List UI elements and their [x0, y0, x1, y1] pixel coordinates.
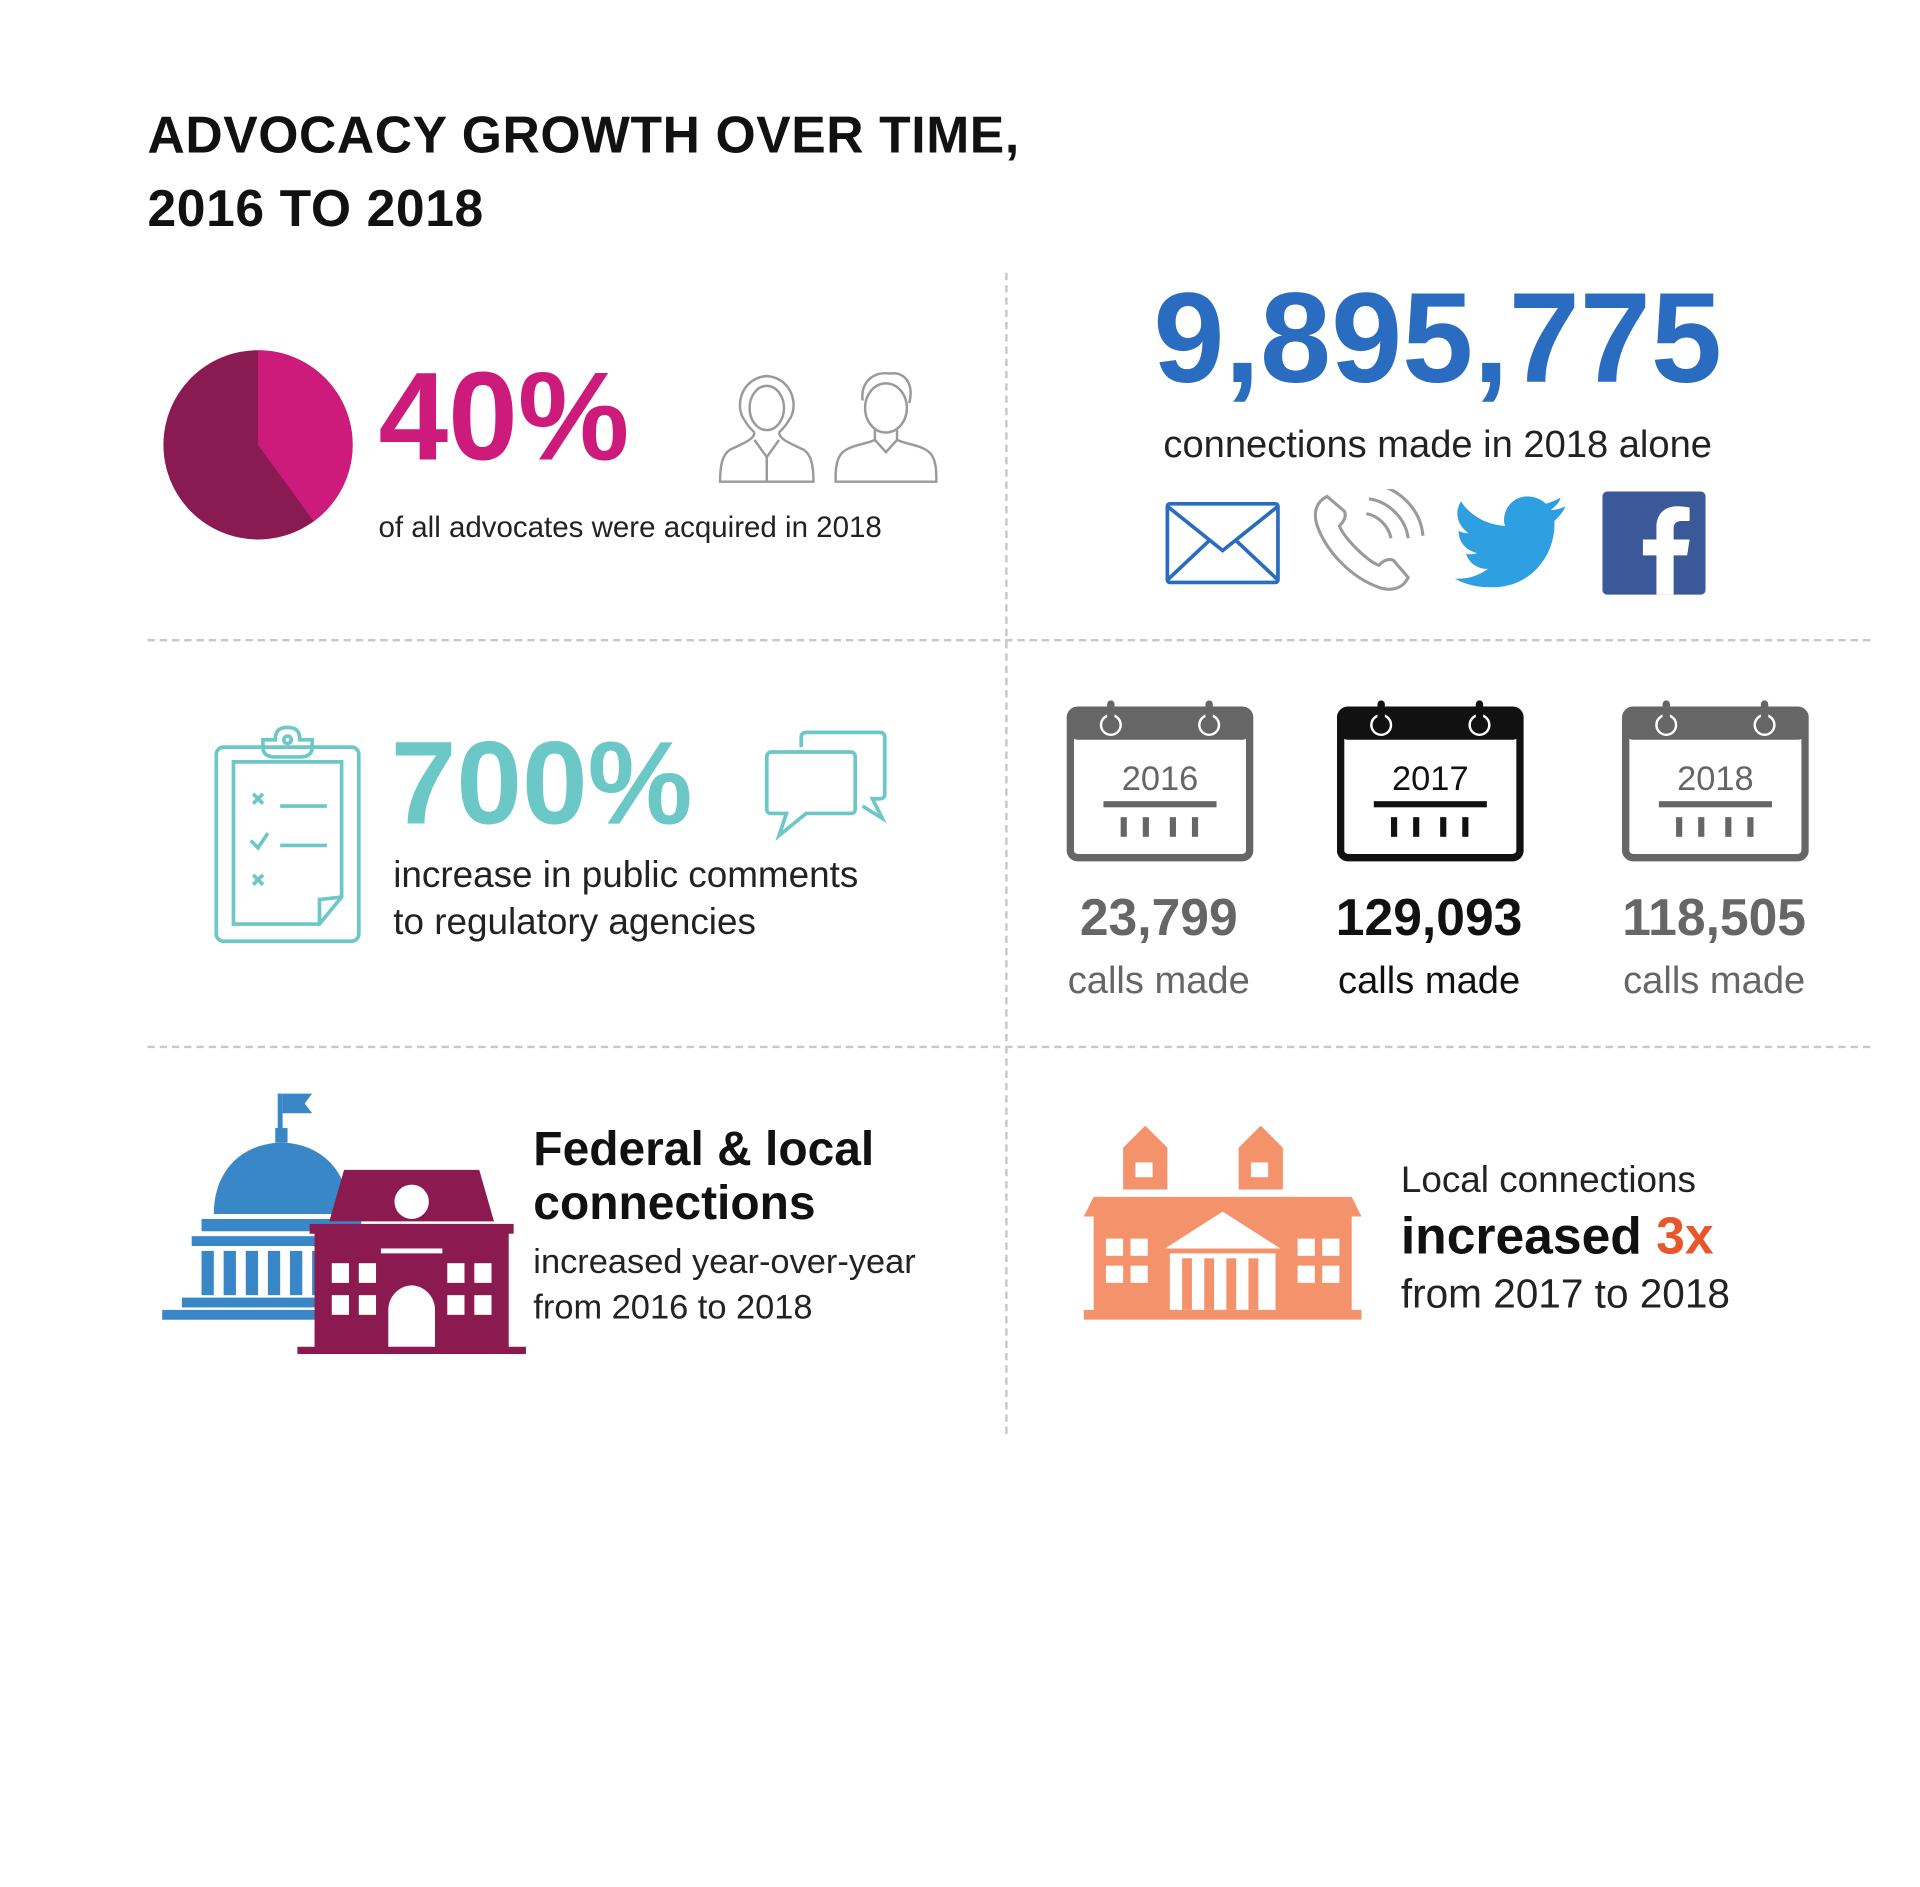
comments-caption: increase in public comments to regulator…: [393, 853, 858, 946]
local-increased-text: increased: [1400, 1206, 1642, 1265]
federal-subtext: increased year-over-year from 2016 to 20…: [533, 1239, 915, 1330]
calendar-icon: [1066, 700, 1254, 862]
federal-heading-line-2: connections: [533, 1177, 816, 1231]
calls-count: 129,093: [1335, 888, 1523, 947]
advocates-pie-chart: [163, 350, 353, 540]
calendar-year-label: 2016: [1121, 759, 1199, 798]
chat-bubbles-icon: [764, 730, 887, 842]
facebook-icon: [1602, 491, 1706, 595]
city-hall-icon: [297, 1169, 526, 1355]
calendar-year-label: 2017: [1392, 759, 1469, 798]
comments-caption-line-1: increase in public comments: [393, 855, 859, 896]
phone-icon: [1313, 489, 1425, 591]
local-line-3: from 2017 to 2018: [1400, 1270, 1730, 1317]
calls-label: calls made: [1623, 958, 1806, 1002]
comments-percent: 700%: [390, 717, 693, 850]
page-title: ADVOCACY GROWTH OVER TIME, 2016 TO 2018: [147, 98, 1019, 245]
local-line-2: increased 3x: [1401, 1207, 1714, 1266]
twitter-icon: [1454, 496, 1566, 588]
horizontal-divider-1: [147, 638, 1871, 642]
advocates-percent: 40%: [378, 346, 630, 487]
pie-slice-2018: [258, 350, 353, 522]
vertical-divider: [1005, 272, 1008, 1435]
federal-subtext-line-2: from 2016 to 2018: [533, 1287, 813, 1326]
calls-label: calls made: [1338, 958, 1521, 1002]
connections-caption: connections made in 2018 alone: [1163, 422, 1712, 466]
local-line-1: Local connections: [1400, 1159, 1696, 1201]
male-user-icon: [834, 371, 938, 483]
federal-heading: Federal & local connections: [533, 1123, 874, 1231]
calendar-icon: [1622, 700, 1809, 862]
calendar-year-label: 2018: [1677, 759, 1754, 798]
connections-total: 9,895,775: [1153, 267, 1722, 411]
title-line-1: ADVOCACY GROWTH OVER TIME,: [147, 105, 1020, 164]
calls-label: calls made: [1067, 958, 1250, 1002]
clipboard-checklist-icon: [214, 725, 361, 944]
federal-subtext-line-1: increased year-over-year: [533, 1242, 916, 1281]
email-icon: [1165, 501, 1280, 585]
local-multiplier: 3x: [1656, 1206, 1714, 1265]
horizontal-divider-2: [147, 1045, 1871, 1049]
title-line-2: 2016 TO 2018: [147, 179, 484, 238]
federal-heading-line-1: Federal & local: [533, 1123, 875, 1176]
comments-caption-line-2: to regulatory agencies: [393, 901, 756, 943]
advocates-caption: of all advocates were acquired in 2018: [378, 511, 882, 545]
calls-count: 118,505: [1622, 888, 1807, 947]
female-user-icon: [718, 374, 815, 483]
calls-count: 23,799: [1079, 888, 1238, 947]
calendar-icon: [1336, 700, 1524, 862]
local-building-icon: [1083, 1125, 1362, 1320]
